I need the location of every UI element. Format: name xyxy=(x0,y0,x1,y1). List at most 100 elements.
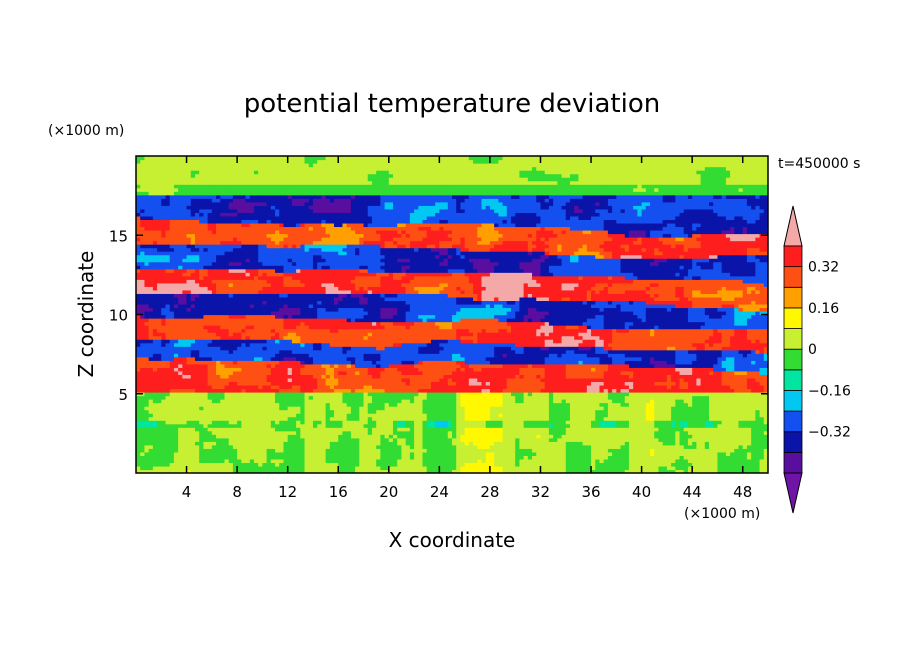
contour-cell xyxy=(266,437,272,442)
contour-cell xyxy=(574,381,579,386)
contour-cell xyxy=(692,423,697,428)
contour-cell xyxy=(384,409,390,414)
contour-cell xyxy=(270,409,276,414)
contour-cell xyxy=(199,469,205,473)
contour-cell xyxy=(460,370,466,375)
contour-cell xyxy=(730,413,735,418)
contour-cell xyxy=(308,427,314,432)
contour-cell xyxy=(136,384,141,390)
contour-cell xyxy=(161,458,167,464)
contour-cell xyxy=(350,444,356,449)
contour-cell xyxy=(194,462,200,467)
contour-cell xyxy=(460,384,466,390)
contour-cell xyxy=(637,444,643,449)
contour-cell xyxy=(367,413,373,418)
contour-cell xyxy=(275,416,280,421)
contour-cell xyxy=(519,377,525,383)
contour-cell xyxy=(565,388,571,393)
contour-cell xyxy=(582,402,588,407)
contour-cell xyxy=(599,413,605,418)
contour-cell xyxy=(329,451,335,456)
contour-cell xyxy=(283,409,289,414)
contour-cell xyxy=(666,384,672,390)
contour-cell xyxy=(266,399,272,404)
contour-cell xyxy=(190,448,196,453)
contour-cell xyxy=(468,423,474,428)
contour-cell xyxy=(266,374,272,379)
contour-cell xyxy=(216,409,221,414)
contour-cell xyxy=(447,423,453,428)
contour-cell xyxy=(148,455,154,460)
contour-cell xyxy=(409,462,415,467)
contour-cell xyxy=(140,399,146,404)
contour-cell xyxy=(477,402,483,407)
contour-cell xyxy=(173,406,179,411)
contour-cell xyxy=(633,462,638,467)
contour-cell xyxy=(426,455,432,460)
contour-cell xyxy=(569,395,575,400)
contour-cell xyxy=(645,441,651,446)
contour-cell xyxy=(165,413,171,418)
contour-cell xyxy=(704,406,710,411)
contour-cell xyxy=(477,427,483,432)
contour-cell xyxy=(464,374,470,379)
contour-cell xyxy=(435,374,440,379)
contour-cell xyxy=(540,434,546,439)
contour-cell xyxy=(751,434,756,439)
contour-cell xyxy=(388,441,394,446)
contour-cell xyxy=(586,455,592,460)
contour-cell xyxy=(704,413,710,418)
contour-cell xyxy=(334,381,339,386)
contour-cell xyxy=(662,402,668,407)
contour-cell xyxy=(397,437,403,442)
contour-cell xyxy=(241,370,247,375)
contour-cell xyxy=(291,458,297,464)
contour-cell xyxy=(355,437,360,442)
contour-cell xyxy=(148,441,154,446)
contour-cell xyxy=(612,367,617,372)
contour-cell xyxy=(696,465,702,471)
contour-cell xyxy=(473,370,478,375)
contour-cell xyxy=(544,367,550,372)
contour-cell xyxy=(397,441,403,446)
contour-cell xyxy=(182,444,188,449)
contour-cell xyxy=(430,427,436,432)
contour-cell xyxy=(270,367,276,372)
contour-cell xyxy=(144,455,150,460)
contour-cell xyxy=(253,356,259,361)
contour-cell xyxy=(291,356,297,361)
contour-cell xyxy=(338,469,344,473)
contour-cell xyxy=(687,462,693,467)
contour-cell xyxy=(725,465,731,471)
contour-cell xyxy=(140,388,146,393)
contour-cell xyxy=(696,360,702,365)
contour-cell xyxy=(751,381,756,386)
contour-cell xyxy=(199,406,205,411)
contour-cell xyxy=(275,427,280,432)
contour-cell xyxy=(679,391,685,397)
contour-cell xyxy=(544,434,550,439)
contour-cell xyxy=(291,388,297,393)
contour-cell xyxy=(237,388,242,393)
contour-cell xyxy=(738,441,744,446)
contour-cell xyxy=(397,448,403,453)
contour-cell xyxy=(671,370,676,375)
contour-cell xyxy=(169,374,175,379)
contour-cell xyxy=(599,384,605,390)
contour-cell xyxy=(713,381,719,386)
contour-cell xyxy=(763,402,768,407)
contour-cell xyxy=(287,402,293,407)
contour-cell xyxy=(717,406,723,411)
contour-cell xyxy=(489,367,495,372)
contour-cell xyxy=(578,363,584,368)
contour-cell xyxy=(624,388,630,393)
contour-cell xyxy=(304,363,310,368)
contour-cell xyxy=(591,360,596,365)
contour-cell xyxy=(658,391,664,397)
contour-cell xyxy=(144,367,150,372)
contour-cell xyxy=(253,391,259,397)
contour-cell xyxy=(628,469,634,473)
contour-cell xyxy=(329,381,335,386)
contour-cell xyxy=(401,356,407,361)
contour-cell xyxy=(291,399,297,404)
